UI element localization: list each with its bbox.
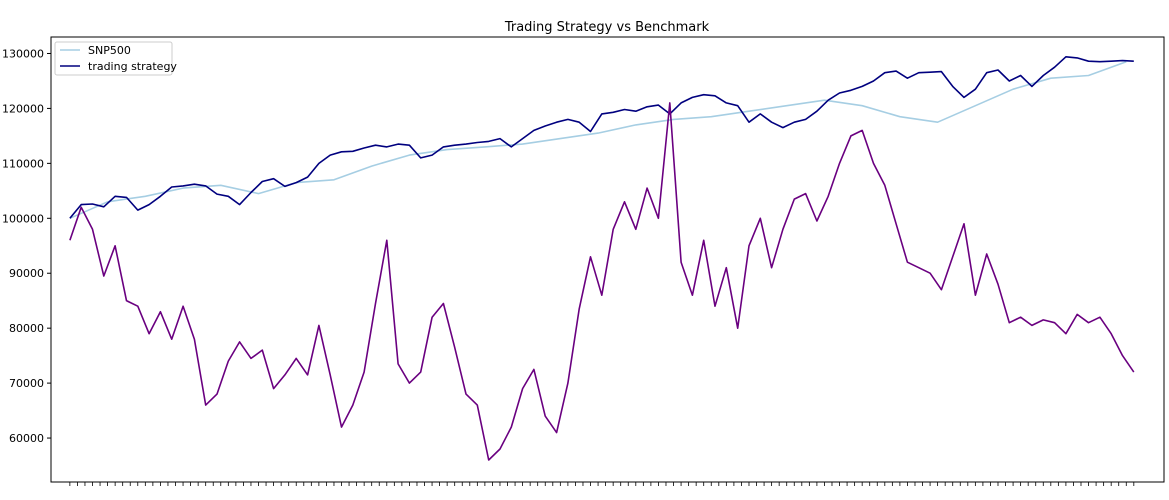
y-tick-label: 130000 <box>2 47 44 60</box>
x-axis <box>69 482 1135 486</box>
y-tick-label: 100000 <box>2 212 44 225</box>
y-tick-label: 60000 <box>9 432 44 445</box>
legend: SNP500 trading strategy <box>54 41 177 76</box>
chart-title: Trading Strategy vs Benchmark <box>504 20 710 35</box>
axes-frame <box>50 36 1165 483</box>
y-tick-label: 80000 <box>9 322 44 335</box>
series-line-trading-strategy <box>69 55 1134 219</box>
y-axis: 60000 70000 80000 90000 100000 110000 120000 13… <box>2 47 51 445</box>
y-tick-label: 120000 <box>2 102 44 115</box>
series-line-unnamed-2 <box>69 102 1135 461</box>
y-tick-label: 70000 <box>9 377 44 390</box>
legend-label-snp500: SNP500 <box>88 44 131 57</box>
series-line-snp500 <box>69 60 1127 220</box>
y-tick-label: 110000 <box>2 157 44 170</box>
plot-area <box>69 55 1135 461</box>
legend-label-trading-strategy: trading strategy <box>88 60 177 73</box>
legend-box <box>54 41 173 76</box>
y-tick-label: 90000 <box>9 267 44 280</box>
